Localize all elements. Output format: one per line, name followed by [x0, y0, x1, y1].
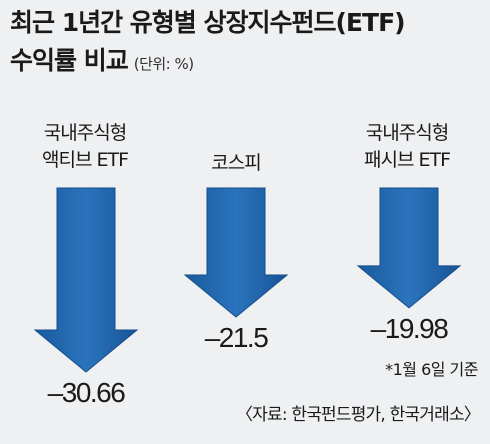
- category-label-passive-etf-line-1: 국내주식형: [365, 122, 449, 144]
- value-label-3: –19.98: [371, 313, 449, 344]
- chart-title-line-2-text: 수익률 비교: [10, 46, 129, 75]
- chart-title-line-2: 수익률 비교 (단위: %): [10, 44, 194, 81]
- category-label-active-etf-line-1: 국내주식형: [43, 122, 127, 144]
- source-credit: 〈자료: 한국펀드평가, 한국거래소〉: [235, 405, 481, 425]
- category-label-active-etf-line-2: 액티브 ETF: [41, 149, 129, 171]
- category-label-passive-etf: 국내주식형 패시브 ETF: [338, 120, 476, 174]
- arrow-bar-2: [183, 187, 289, 318]
- category-label-passive-etf-line-2: 패시브 ETF: [363, 149, 451, 171]
- value-label-2: –21.5: [205, 322, 268, 353]
- category-label-kospi: 코스피: [176, 150, 296, 177]
- chart-title-line-1: 최근 1년간 유형별 상장지수펀드(ETF): [10, 8, 406, 37]
- unit-label: (단위: %): [133, 55, 194, 73]
- footnote: *1월 6일 기준: [385, 360, 478, 379]
- arrow-bar-1: [33, 187, 139, 373]
- category-label-kospi-line-1: 코스피: [211, 152, 261, 174]
- value-label-1: –30.66: [48, 377, 126, 408]
- category-label-active-etf: 국내주식형 액티브 ETF: [16, 120, 154, 174]
- arrow-bar-3: [356, 187, 462, 309]
